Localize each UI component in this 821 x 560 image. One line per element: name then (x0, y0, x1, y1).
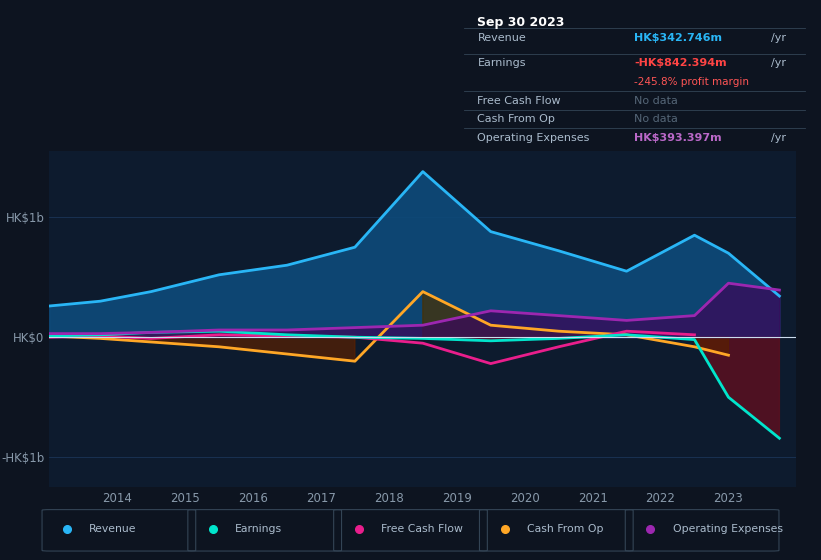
Text: Revenue: Revenue (89, 524, 137, 534)
Text: -HK$842.394m: -HK$842.394m (635, 58, 727, 68)
Text: Revenue: Revenue (478, 32, 526, 43)
Text: Sep 30 2023: Sep 30 2023 (478, 16, 565, 29)
Text: Operating Expenses: Operating Expenses (672, 524, 782, 534)
Text: Free Cash Flow: Free Cash Flow (381, 524, 463, 534)
Text: /yr: /yr (770, 58, 786, 68)
Text: No data: No data (635, 114, 678, 124)
Text: Operating Expenses: Operating Expenses (478, 133, 589, 143)
Text: HK$342.746m: HK$342.746m (635, 32, 722, 43)
Text: Cash From Op: Cash From Op (478, 114, 555, 124)
Text: No data: No data (635, 96, 678, 106)
Text: /yr: /yr (770, 133, 786, 143)
Text: Free Cash Flow: Free Cash Flow (478, 96, 561, 106)
Text: HK$393.397m: HK$393.397m (635, 133, 722, 143)
Text: Earnings: Earnings (235, 524, 282, 534)
Text: -245.8% profit margin: -245.8% profit margin (635, 77, 750, 87)
Text: Earnings: Earnings (478, 58, 526, 68)
Text: Cash From Op: Cash From Op (527, 524, 603, 534)
Text: /yr: /yr (770, 32, 786, 43)
